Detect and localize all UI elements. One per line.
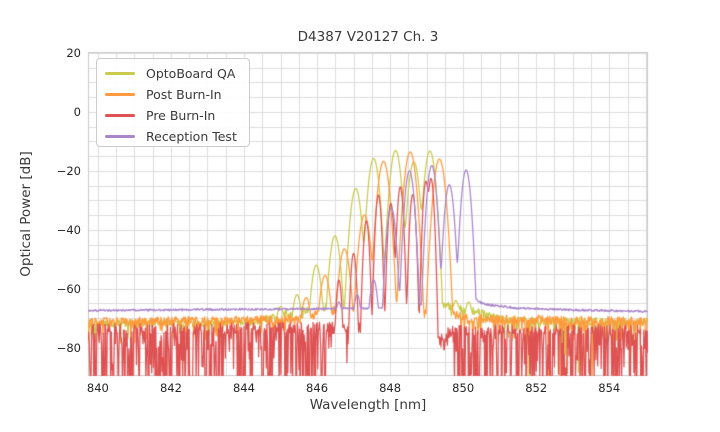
legend-item: Post Burn-In xyxy=(105,84,249,105)
y-tick-label: 20 xyxy=(66,45,81,60)
x-tick-label: 854 xyxy=(598,381,621,395)
legend-label: Post Burn-In xyxy=(146,87,222,102)
y-tick-label: −20 xyxy=(56,163,81,178)
legend-line-swatch xyxy=(105,114,135,117)
x-tick-label: 852 xyxy=(525,381,548,395)
y-tick-label: −60 xyxy=(56,281,81,296)
x-tick-label: 850 xyxy=(452,381,475,395)
x-tick-label: 842 xyxy=(159,381,182,395)
x-tick-label: 846 xyxy=(306,381,329,395)
legend-line-swatch xyxy=(105,135,135,138)
legend-label: Reception Test xyxy=(146,129,237,144)
y-tick-label: 0 xyxy=(73,104,81,119)
x-tick-label: 848 xyxy=(379,381,402,395)
x-tick-label: 844 xyxy=(232,381,255,395)
y-tick-label: −80 xyxy=(56,340,81,355)
y-tick-label: −40 xyxy=(56,222,81,237)
legend-line-swatch xyxy=(105,72,135,75)
legend-item: Pre Burn-In xyxy=(105,105,249,126)
chart-title: D4387 V20127 Ch. 3 xyxy=(297,29,439,45)
x-axis-label: Wavelength [nm] xyxy=(309,397,427,413)
legend-line-swatch xyxy=(105,93,135,96)
legend-label: Pre Burn-In xyxy=(146,108,216,123)
x-tick-label: 840 xyxy=(86,381,109,395)
legend-label: OptoBoard QA xyxy=(146,66,236,81)
legend-item: OptoBoard QA xyxy=(105,63,249,84)
legend-item: Reception Test xyxy=(105,126,249,147)
legend: OptoBoard QA Post Burn-In Pre Burn-In Recep… xyxy=(96,58,250,147)
